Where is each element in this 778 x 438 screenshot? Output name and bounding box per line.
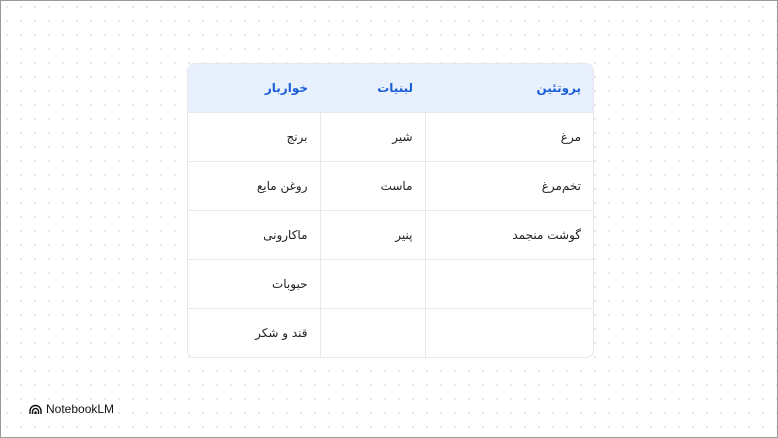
table-cell: گوشت منجمد xyxy=(424,210,593,260)
table-cell: قند و شکر xyxy=(188,308,320,357)
header-protein: پروتئین xyxy=(425,64,593,113)
grocery-table: پروتئین لبنیات خواربار مرغ شیر برنج تخم‌مرغ… xyxy=(187,63,594,358)
table-row: گوشت منجمد پنیر ماکارونی xyxy=(188,210,593,260)
table-cell xyxy=(424,308,593,357)
table-cell: ماست xyxy=(319,161,425,211)
table-cell: حبوبات xyxy=(188,259,320,309)
table-cell: برنج xyxy=(188,112,320,162)
brand-name: NotebookLM xyxy=(46,402,115,416)
notebooklm-logo-icon xyxy=(29,404,42,414)
table-row: مرغ شیر برنج xyxy=(188,112,593,162)
header-groceries: خواربار xyxy=(188,64,320,113)
table-row: حبوبات xyxy=(188,259,593,309)
table-cell: تخم‌مرغ xyxy=(424,161,593,211)
table-cell xyxy=(424,259,593,309)
header-dairy: لبنیات xyxy=(320,64,425,113)
table-row: تخم‌مرغ ماست روغن مایع xyxy=(188,161,593,211)
table-cell: ماکارونی xyxy=(188,210,320,260)
table-cell xyxy=(319,308,425,357)
brand-logo: NotebookLM xyxy=(29,402,114,416)
table-cell: پنیر xyxy=(319,210,425,260)
table-cell: شیر xyxy=(319,112,425,162)
table-cell xyxy=(319,259,425,309)
table-row: قند و شکر xyxy=(188,308,593,357)
table-cell: مرغ xyxy=(424,112,593,162)
table-header-row: پروتئین لبنیات خواربار xyxy=(188,64,593,113)
table-cell: روغن مایع xyxy=(188,161,320,211)
